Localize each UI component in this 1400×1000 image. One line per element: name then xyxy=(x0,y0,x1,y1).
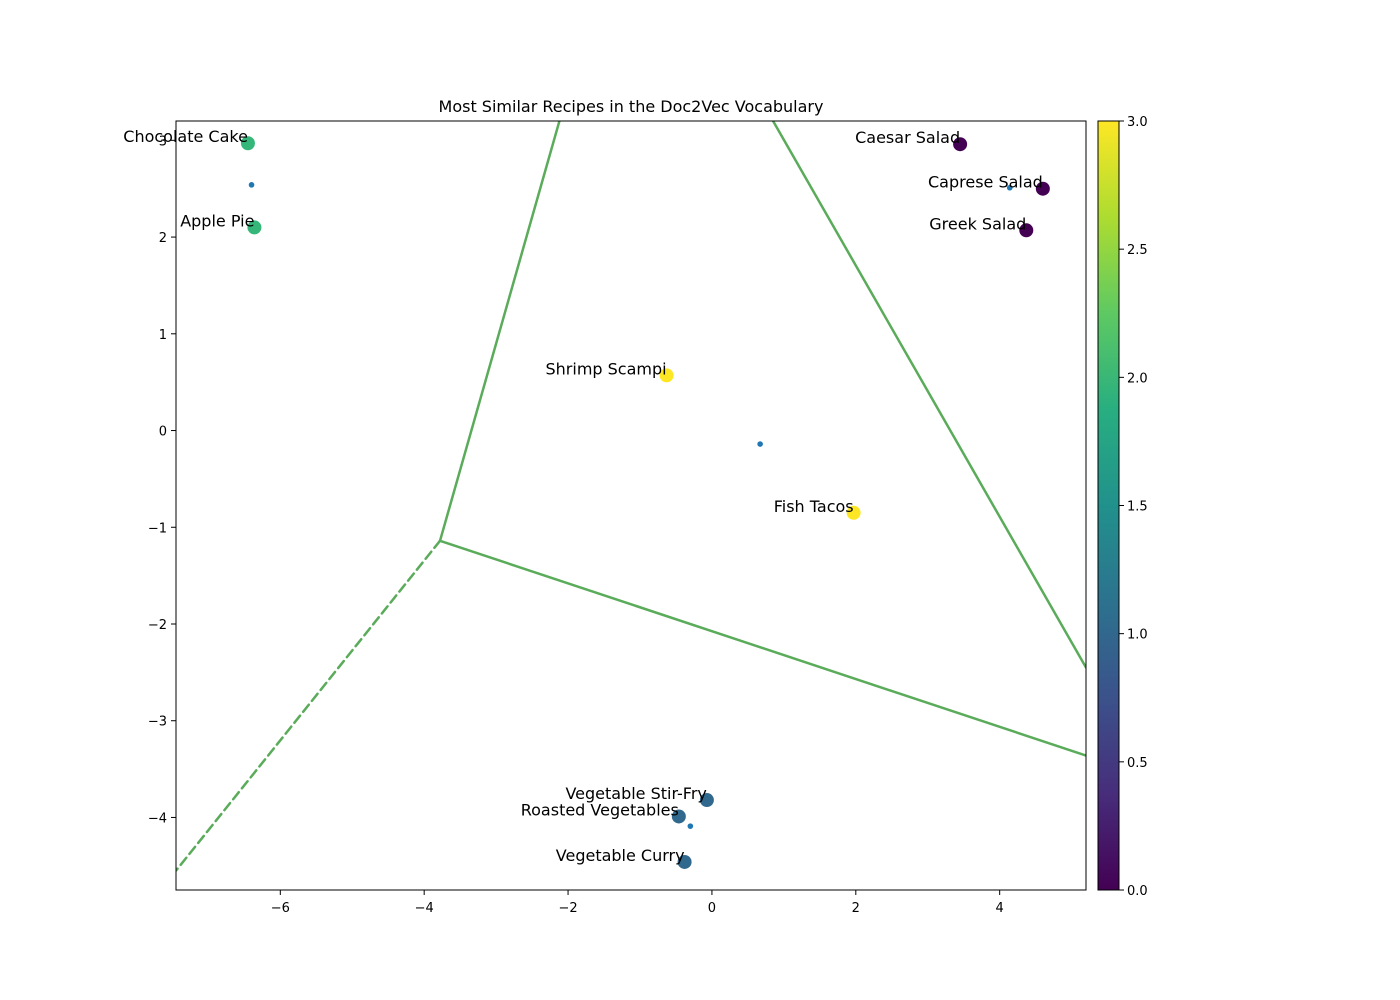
y-tick-label-6: 2 xyxy=(159,231,167,246)
x-tick-label-4: 2 xyxy=(852,901,860,916)
x-tick-label-3: 0 xyxy=(708,901,716,916)
colorbar-tick-label-3: 1.5 xyxy=(1127,500,1148,515)
recipe-label-5: Shrimp Scampi xyxy=(546,359,667,378)
centroid-marker-3 xyxy=(687,823,694,829)
centroid-marker-0 xyxy=(248,182,255,188)
recipe-point-0 xyxy=(240,136,255,151)
voronoi-edge-1 xyxy=(438,539,1086,757)
recipe-label-4: Greek Salad xyxy=(929,214,1026,233)
recipe-point-2 xyxy=(953,137,968,152)
y-tick-label-7: 3 xyxy=(159,134,167,149)
y-tick-label-4: 0 xyxy=(159,425,167,440)
y-axis-ticks: −4 −3 −2 −1 0 1 2 3 xyxy=(148,134,176,826)
x-tick-label-0: −6 xyxy=(271,901,290,916)
recipe-points xyxy=(240,136,1050,869)
recipe-point-5 xyxy=(659,368,674,383)
recipe-label-3: Caprese Salad xyxy=(928,173,1043,192)
recipe-point-9 xyxy=(677,854,692,869)
centroid-marker-2 xyxy=(757,441,763,447)
x-axis-ticks: −6 −4 −2 0 2 4 xyxy=(271,890,1004,916)
centroid-marker-1 xyxy=(1006,184,1013,191)
x-tick-label-1: −4 xyxy=(415,901,434,916)
recipe-point-3 xyxy=(1035,181,1050,196)
y-tick-label-5: 1 xyxy=(159,328,167,343)
recipe-label-6: Fish Tacos xyxy=(774,497,854,516)
colorbar-gradient xyxy=(1098,121,1119,890)
recipe-label-8: Roasted Vegetables xyxy=(521,800,679,819)
colorbar-tick-label-6: 3.0 xyxy=(1127,115,1148,130)
recipe-point-8 xyxy=(671,809,686,824)
y-tick-label-1: −3 xyxy=(148,715,167,730)
colorbar-tick-label-4: 2.0 xyxy=(1127,371,1148,386)
recipe-label-9: Vegetable Curry xyxy=(556,846,685,865)
recipe-label-2: Caesar Salad xyxy=(855,128,960,147)
colorbar-tick-label-5: 2.5 xyxy=(1127,243,1148,258)
colorbar-tick-label-1: 0.5 xyxy=(1127,756,1148,771)
voronoi-edge-2 xyxy=(771,121,1086,669)
y-tick-label-3: −1 xyxy=(148,521,167,536)
x-tick-label-2: −2 xyxy=(558,901,577,916)
recipe-point-6 xyxy=(846,505,861,520)
y-tick-label-2: −2 xyxy=(148,618,167,633)
chart-title: Most Similar Recipes in the Doc2Vec Voca… xyxy=(439,97,824,116)
centroid-markers xyxy=(248,182,1013,829)
recipe-label-0: Chocolate Cake xyxy=(123,127,248,146)
recipe-point-7 xyxy=(699,793,714,808)
y-tick-label-0: −4 xyxy=(148,811,167,826)
recipe-label-1: Apple Pie xyxy=(180,211,254,230)
plot-frame xyxy=(175,120,1087,891)
recipe-labels: Chocolate Cake Apple Pie Caesar Salad Capre… xyxy=(123,127,1043,865)
recipe-point-1 xyxy=(247,220,262,235)
voronoi-edge-3 xyxy=(176,539,442,872)
voronoi-lines xyxy=(176,121,1086,872)
recipe-point-4 xyxy=(1019,223,1034,238)
colorbar-tick-label-2: 1.0 xyxy=(1127,628,1148,643)
colorbar-tick-label-0: 0.0 xyxy=(1127,884,1148,899)
colorbar-ticks: 0.0 0.5 1.0 1.5 2.0 2.5 3.0 xyxy=(1119,115,1148,899)
x-tick-label-5: 4 xyxy=(996,901,1004,916)
recipe-label-7: Vegetable Stir-Fry xyxy=(565,784,706,803)
voronoi-edge-0 xyxy=(438,121,561,543)
colorbar: 0.0 0.5 1.0 1.5 2.0 2.5 3.0 xyxy=(1097,115,1148,899)
